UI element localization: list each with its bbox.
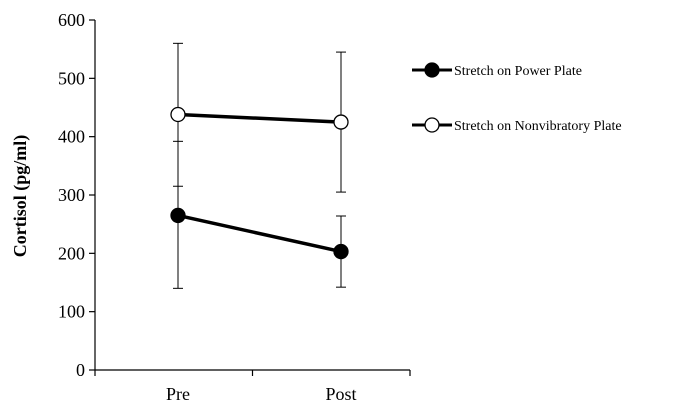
x-axis-ticks: Pre Post <box>94 370 411 404</box>
axes <box>94 20 410 371</box>
y-tick-label: 600 <box>58 10 85 30</box>
legend-item: Stretch on Power Plate <box>412 62 582 79</box>
legend: Stretch on Power Plate Stretch on Nonvibr… <box>412 62 622 134</box>
data-point <box>333 243 349 260</box>
x-tick-label: Post <box>325 384 356 404</box>
y-tick-label: 500 <box>58 68 85 88</box>
legend-label: Stretch on Power Plate <box>454 64 582 79</box>
series-line <box>177 112 342 124</box>
y-tick-label: 100 <box>58 302 85 322</box>
series-1 <box>170 140 349 289</box>
legend-label: Stretch on Nonvibratory Plate <box>454 119 622 134</box>
y-tick-label: 0 <box>76 360 85 380</box>
data-point <box>170 106 186 123</box>
x-tick-label: Pre <box>166 384 190 404</box>
y-tick-label: 300 <box>58 185 85 205</box>
y-tick-label: 200 <box>58 243 85 263</box>
series-line <box>177 213 342 254</box>
legend-item: Stretch on Nonvibratory Plate <box>412 117 622 134</box>
legend-marker <box>424 117 440 133</box>
data-point <box>170 207 186 224</box>
series-2 <box>170 42 349 193</box>
y-axis-ticks: 0 100 200 300 400 500 600 <box>58 10 95 380</box>
y-axis-label: Cortisol (pg/ml) <box>10 135 31 257</box>
data-point <box>333 114 349 130</box>
series-layer <box>170 42 349 289</box>
y-tick-label: 400 <box>58 127 85 147</box>
legend-marker <box>424 62 440 78</box>
